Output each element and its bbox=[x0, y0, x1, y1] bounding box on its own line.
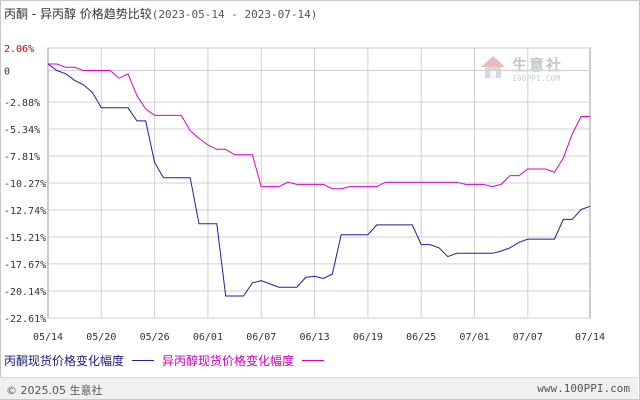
chart-grid bbox=[47, 47, 591, 319]
footer-website-link[interactable]: www.100PPI.com bbox=[537, 382, 630, 395]
y-tick-label: -17.67% bbox=[4, 260, 46, 271]
y-tick-label: -22.61% bbox=[4, 314, 46, 325]
y-axis-ticks: 2.06% 0 -2.88% -5.34% -7.81% -10.27% -12.74% -1… bbox=[4, 44, 46, 325]
house-logo-icon bbox=[481, 56, 505, 78]
watermark-brand: 生意社 bbox=[512, 56, 564, 74]
chart-series bbox=[47, 63, 591, 297]
y-tick-label: -12.74% bbox=[4, 206, 46, 217]
footer-copyright: © 2025.05 生意社 bbox=[6, 384, 103, 397]
footer-bar: © 2025.05 生意社 www.100PPI.com bbox=[0, 377, 638, 399]
chart-title-text: 丙酮 - 异丙醇 价格趋势比较 bbox=[4, 7, 152, 21]
legend-swatch-isopropanol bbox=[302, 359, 325, 361]
y-tick-label: -7.81% bbox=[4, 152, 40, 163]
y-tick-label: -2.88% bbox=[4, 98, 40, 109]
legend-item-isopropanol: 异丙醇现货价格变化幅度 bbox=[162, 352, 325, 369]
series-line-1 bbox=[48, 63, 590, 190]
x-tick-label: 06/01 bbox=[193, 332, 223, 343]
x-tick-label: 05/14 bbox=[33, 332, 63, 343]
chart-title: 丙酮 - 异丙醇 价格趋势比较(2023-05-14 - 2023-07-14) bbox=[4, 5, 317, 22]
x-tick-label: 06/13 bbox=[300, 332, 330, 343]
x-tick-label: 07/07 bbox=[513, 332, 543, 343]
x-tick-label: 07/01 bbox=[459, 332, 489, 343]
series-line-0 bbox=[47, 63, 591, 297]
chart-date-range: (2023-05-14 - 2023-07-14) bbox=[151, 8, 318, 21]
y-tick-label: -10.27% bbox=[4, 179, 46, 190]
x-tick-label: 05/26 bbox=[140, 332, 170, 343]
legend-label-isopropanol: 异丙醇现货价格变化幅度 bbox=[162, 353, 295, 368]
x-tick-label: 06/25 bbox=[406, 332, 436, 343]
watermark-url: 100PPI.COM bbox=[512, 74, 561, 83]
y-tick-label: -15.21% bbox=[4, 233, 46, 244]
y-tick-label: 2.06% bbox=[4, 44, 34, 55]
legend-item-acetone: 丙酮现货价格变化幅度 bbox=[4, 352, 155, 369]
legend-swatch-acetone bbox=[132, 359, 155, 361]
watermark-logo: 生意社 100PPI.COM bbox=[478, 52, 578, 92]
y-tick-label: 0 bbox=[4, 67, 10, 78]
chart-legend: 丙酮现货价格变化幅度 异丙醇现货价格变化幅度 bbox=[4, 352, 332, 368]
x-tick-label: 07/14 bbox=[575, 332, 605, 343]
x-tick-label: 06/19 bbox=[353, 332, 383, 343]
y-tick-label: -5.34% bbox=[4, 125, 40, 136]
x-tick-label: 06/07 bbox=[246, 332, 276, 343]
legend-label-acetone: 丙酮现货价格变化幅度 bbox=[4, 353, 125, 368]
x-tick-label: 05/20 bbox=[86, 332, 116, 343]
y-tick-label: -20.14% bbox=[4, 287, 46, 298]
x-axis-ticks: 05/14 05/20 05/26 06/01 06/07 06/13 06/19 06/25… bbox=[33, 332, 605, 343]
